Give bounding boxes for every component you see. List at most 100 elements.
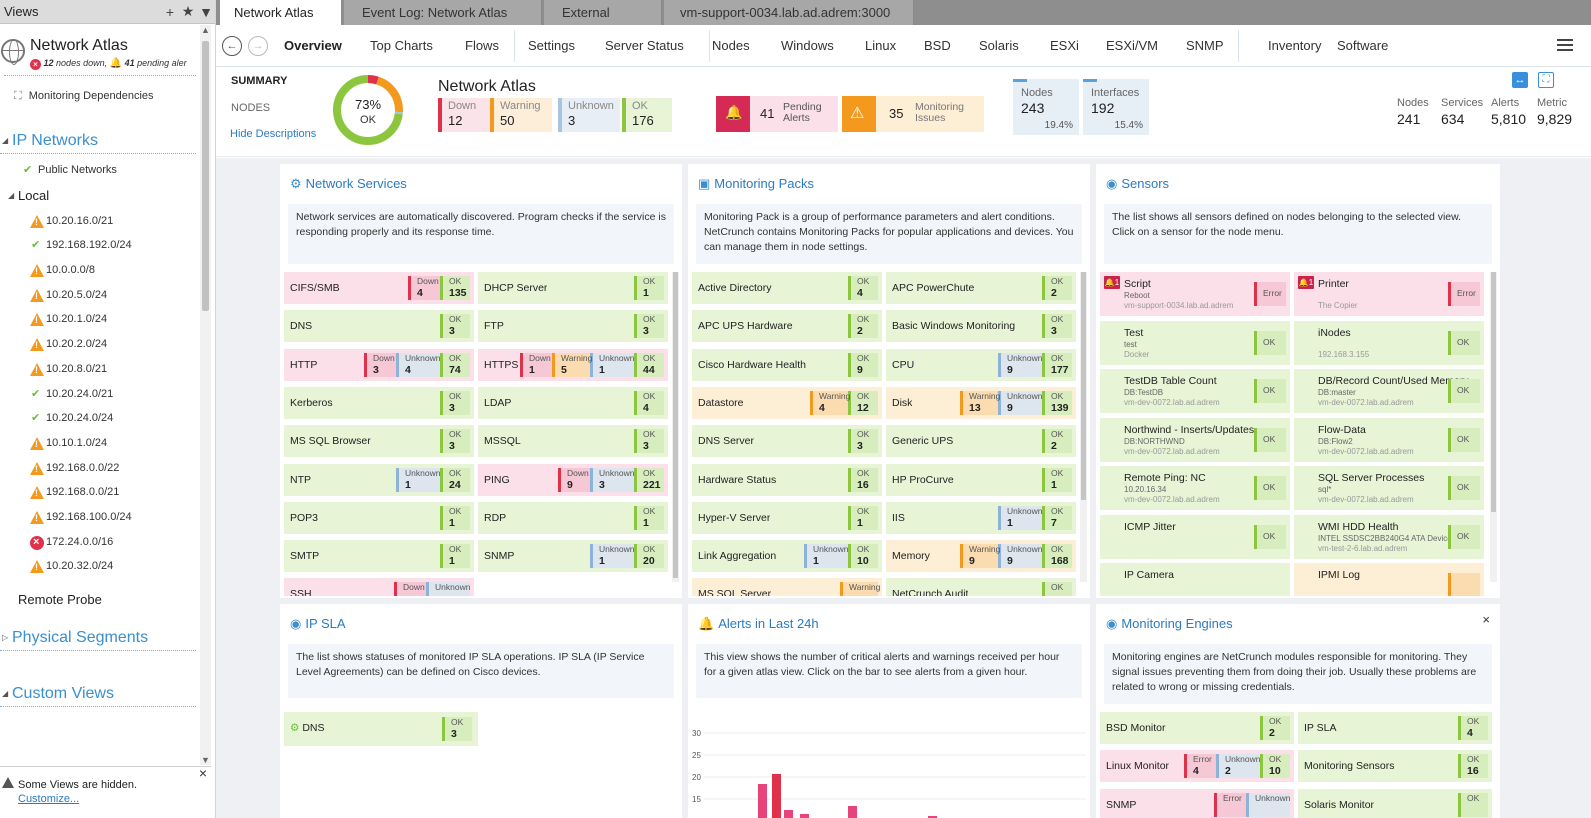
close-icon[interactable]: × bbox=[1482, 612, 1490, 627]
tile-apc-powerchute[interactable]: APC PowerChute OK 2 bbox=[886, 272, 1076, 304]
alert-bar[interactable] bbox=[772, 774, 781, 818]
monitoring-packs-scrollbar[interactable] bbox=[1080, 272, 1087, 582]
tree-item-network[interactable]: 192.168.0.0/22 bbox=[0, 456, 200, 481]
sensors-scrollbar[interactable] bbox=[1490, 272, 1497, 582]
tree-item-network[interactable]: 192.168.100.0/24 bbox=[0, 505, 200, 530]
customize-link[interactable]: Customize... bbox=[18, 793, 80, 805]
tree-item-network[interactable]: 172.24.0.0/16 bbox=[0, 530, 200, 554]
collapse-triangle-icon[interactable]: ◢ bbox=[2, 689, 9, 698]
tile-bsd-monitor[interactable]: BSD Monitor OK 2 bbox=[1100, 712, 1294, 744]
ip-sla-title[interactable]: ◉ IP SLA bbox=[290, 616, 346, 632]
sensor-tile[interactable]: iNodes 192.168.3.155 OK bbox=[1294, 320, 1484, 365]
nav-software[interactable]: Software bbox=[1337, 38, 1389, 53]
sensor-tile[interactable]: SQL Server Processes sql* vm-dev-0072.lab.… bbox=[1294, 466, 1484, 510]
tile-snmp[interactable]: SNMP OK 20 Unknown 1 bbox=[478, 540, 668, 573]
donut-segment-warning[interactable] bbox=[333, 75, 403, 145]
scroll-thumb[interactable] bbox=[1491, 272, 1496, 512]
down-count-cell[interactable]: Down 12 bbox=[438, 98, 490, 132]
nav-inventory[interactable]: Inventory bbox=[1268, 38, 1322, 53]
tile-basic-windows-monitoring[interactable]: Basic Windows Monitoring OK 3 bbox=[886, 310, 1076, 343]
tree-item-network[interactable]: 10.20.8.0/21 bbox=[0, 357, 200, 382]
tile-solaris-monitor[interactable]: Solaris Monitor OK bbox=[1298, 788, 1492, 818]
nodes-donut-chart[interactable]: 73% OK bbox=[331, 73, 405, 147]
tile-smtp[interactable]: SMTP OK 1 bbox=[284, 540, 474, 573]
sensor-tile[interactable]: Northwind - Inserts/Updates DB:NORTHWND vm… bbox=[1100, 417, 1290, 462]
alert-bar[interactable] bbox=[800, 814, 809, 818]
close-icon[interactable]: × bbox=[198, 765, 207, 781]
fullscreen-icon[interactable]: ⛶ bbox=[1538, 72, 1554, 88]
collapse-triangle-icon[interactable]: ◢ bbox=[2, 136, 9, 145]
add-icon[interactable]: + bbox=[165, 3, 175, 20]
warning-count-cell[interactable]: Warning 50 bbox=[490, 98, 552, 132]
tile-ip-sla[interactable]: IP SLA OK 4 bbox=[1298, 712, 1492, 744]
alert-bar[interactable] bbox=[758, 784, 767, 818]
tree-group-local[interactable]: ◢ Local bbox=[0, 183, 200, 209]
tile-linux-monitor[interactable]: Linux Monitor OK 10 Unknown 2 Error 4 bbox=[1100, 750, 1294, 783]
tab-external-events[interactable]: External Events bbox=[544, 0, 662, 45]
tile-ssh[interactable]: SSH Unknown Down bbox=[284, 578, 474, 596]
star-icon[interactable]: ★ bbox=[181, 3, 195, 19]
tile-disk[interactable]: Disk OK 139 Unknown 9 Warning 13 bbox=[886, 386, 1076, 419]
sensor-tile[interactable]: DB/Record Count/Used Memory DB:master vm-d… bbox=[1294, 369, 1484, 413]
donut-segment-ok[interactable] bbox=[333, 75, 403, 145]
alerts-24h-title[interactable]: 🔔 Alerts in Last 24h bbox=[698, 616, 819, 632]
nav-flows[interactable]: Flows bbox=[465, 38, 499, 53]
monitoring-packs-title[interactable]: ▣ Monitoring Packs bbox=[698, 176, 814, 192]
tree-item-network[interactable]: 10.10.1.0/24 bbox=[0, 431, 200, 456]
pending-alerts-card[interactable]: 🔔 41 Pending Alerts bbox=[716, 96, 838, 132]
tile-dhcp-server[interactable]: DHCP Server OK 1 bbox=[478, 272, 668, 304]
tile-https[interactable]: HTTPS OK 44 Unknown 1 Warning 5 Down 1 bbox=[478, 348, 668, 381]
tile-ntp[interactable]: NTP OK 24 Unknown 1 bbox=[284, 463, 474, 496]
nav-windows[interactable]: Windows bbox=[781, 38, 834, 53]
tile-generic-ups[interactable]: Generic UPS OK 2 bbox=[886, 425, 1076, 458]
tile-cifs-smb[interactable]: CIFS/SMB OK 135 Down 4 bbox=[284, 272, 474, 304]
forward-arrow-icon[interactable]: → bbox=[248, 36, 268, 56]
network-services-title[interactable]: ⚙ Network Services bbox=[290, 176, 407, 192]
scroll-up-icon[interactable]: ▲ bbox=[201, 25, 210, 35]
tile-ldap[interactable]: LDAP OK 4 bbox=[478, 386, 668, 419]
tile-datastore[interactable]: Datastore OK 12 Warning 4 bbox=[692, 386, 882, 419]
tree-item-public-networks[interactable]: Public Networks bbox=[0, 158, 200, 183]
filter-icon[interactable]: ▼ bbox=[199, 3, 213, 20]
tile-hardware-status[interactable]: Hardware Status OK 16 bbox=[692, 463, 882, 496]
ip-sla-tile-dns[interactable]: ⚙ DNS OK 3 bbox=[284, 712, 478, 746]
tree-item-network[interactable]: 10.20.5.0/24 bbox=[0, 283, 200, 308]
tile-ms-sql-browser[interactable]: MS SQL Browser OK 3 bbox=[284, 425, 474, 458]
section-physical-segments[interactable]: ▷ Physical Segments bbox=[0, 625, 196, 651]
tree-item-network[interactable]: 192.168.192.0/24 bbox=[0, 233, 200, 258]
tile-mssql[interactable]: MSSQL OK 3 bbox=[478, 425, 668, 458]
expand-triangle-icon[interactable]: ▷ bbox=[2, 633, 9, 642]
tree-item-remote-probe[interactable]: Remote Probe bbox=[0, 585, 200, 615]
sensor-tile[interactable]: TestDB Table Count DB:TestDB vm-dev-0072.l… bbox=[1100, 369, 1290, 413]
tile-ftp[interactable]: FTP OK 3 bbox=[478, 310, 668, 343]
hide-descriptions-link[interactable]: Hide Descriptions bbox=[230, 128, 317, 140]
tile-iis[interactable]: IIS OK 7 Unknown 1 bbox=[886, 501, 1076, 534]
atlas-root[interactable]: Network Atlas × 12 nodes down, 🔔 41 pend… bbox=[0, 25, 200, 75]
sensor-tile[interactable]: 🔔1 Printer The Copier Error bbox=[1294, 272, 1484, 316]
sensor-tile[interactable]: Test test Docker OK bbox=[1100, 320, 1290, 365]
tile-ms-sql-server[interactable]: MS SQL Server Warning bbox=[692, 578, 882, 596]
tree-item-network[interactable]: 10.0.0.0/8 bbox=[0, 258, 200, 283]
tree-item-network[interactable]: 10.20.2.0/24 bbox=[0, 332, 200, 357]
tile-ping[interactable]: PING OK 221 Unknown 3 Down 9 bbox=[478, 463, 668, 496]
scroll-down-icon[interactable]: ▼ bbox=[201, 755, 210, 765]
tile-dns-server[interactable]: DNS Server OK 3 bbox=[692, 425, 882, 458]
nav-overview[interactable]: Overview bbox=[284, 38, 342, 53]
tile-hp-procurve[interactable]: HP ProCurve OK 1 bbox=[886, 463, 1076, 496]
nav-nodes[interactable]: Nodes bbox=[712, 38, 750, 53]
monitoring-engines-title[interactable]: ◉ Monitoring Engines bbox=[1106, 616, 1233, 632]
sensor-tile[interactable]: IP Camera bbox=[1100, 563, 1290, 596]
tree-item-network[interactable]: 10.20.32.0/24 bbox=[0, 554, 200, 579]
sensor-tile[interactable]: IPMI Log bbox=[1294, 563, 1484, 596]
back-arrow-icon[interactable]: ← bbox=[222, 36, 242, 56]
nav-esxi[interactable]: ESXi bbox=[1050, 38, 1079, 53]
nav-settings[interactable]: Settings bbox=[528, 38, 575, 53]
tile-hyper-v-server[interactable]: Hyper-V Server OK 1 bbox=[692, 501, 882, 534]
section-ip-networks[interactable]: ◢ IP Networks bbox=[0, 128, 196, 154]
alert-bar[interactable] bbox=[784, 810, 793, 818]
tab-network-atlas[interactable]: Network Atlas bbox=[220, 0, 342, 25]
nav-solaris[interactable]: Solaris bbox=[979, 38, 1019, 53]
tree-item-network[interactable]: 10.20.16.0/21 bbox=[0, 209, 200, 234]
nav-top-charts[interactable]: Top Charts bbox=[370, 38, 433, 53]
tree-item-network[interactable]: 192.168.0.0/21 bbox=[0, 480, 200, 505]
